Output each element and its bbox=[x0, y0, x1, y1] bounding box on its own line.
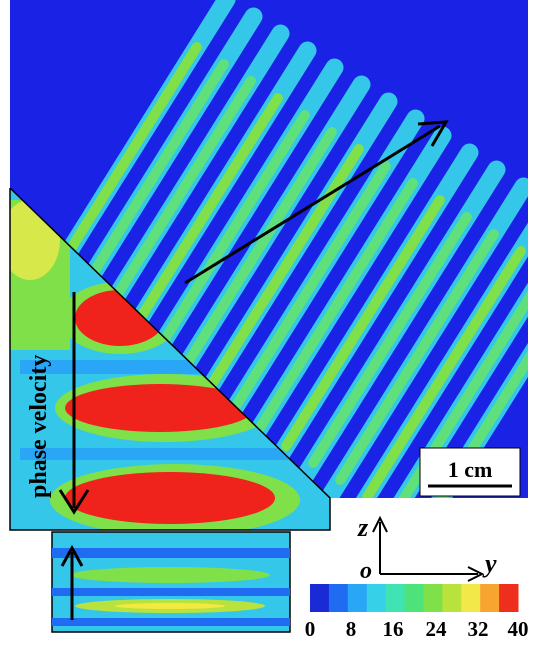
colorbar-tick-4: 32 bbox=[468, 617, 489, 641]
wave-stripe bbox=[193, 109, 425, 469]
wave-stripe bbox=[85, 41, 317, 401]
wave-stripe bbox=[112, 58, 344, 418]
wave-stripes bbox=[10, 0, 528, 498]
colorbar-segment bbox=[385, 584, 406, 612]
wave-stripe bbox=[166, 92, 398, 452]
wave-stripe bbox=[247, 143, 479, 498]
origin-label: o bbox=[360, 558, 372, 584]
colorbar-segment bbox=[310, 584, 330, 612]
waveguide-region bbox=[51, 531, 291, 633]
y-axis-label: y bbox=[482, 549, 497, 578]
propagation-arrow bbox=[184, 120, 449, 285]
scale-bar: 1 cm bbox=[419, 447, 521, 497]
colorbar-segment bbox=[480, 584, 500, 612]
colorbar-segment bbox=[366, 584, 387, 612]
input-arrow bbox=[60, 544, 84, 620]
phase-velocity-label: phase velocity bbox=[26, 355, 52, 498]
colorbar-segment bbox=[328, 584, 349, 612]
colorbar-segments bbox=[310, 584, 519, 612]
colorbar-segment bbox=[499, 584, 519, 612]
wave-stripe bbox=[301, 177, 528, 498]
colorbar-segment bbox=[442, 584, 462, 612]
transmitted-wave-region bbox=[10, 0, 528, 498]
colorbar: 0 8 16 24 32 40 bbox=[305, 584, 529, 641]
wave-stripe bbox=[328, 194, 528, 498]
colorbar-segment bbox=[347, 584, 368, 612]
coordinate-axes: z y o bbox=[357, 513, 497, 584]
colorbar-tick-1: 8 bbox=[346, 617, 357, 641]
colorbar-tick-2: 16 bbox=[383, 617, 404, 641]
scale-bar-label: 1 cm bbox=[448, 457, 493, 482]
prism-interface-line bbox=[9, 187, 331, 531]
wave-stripe bbox=[220, 126, 452, 486]
colorbar-tick-0: 0 bbox=[305, 617, 316, 641]
colorbar-segment bbox=[461, 584, 481, 612]
wave-stripe bbox=[139, 75, 371, 435]
colorbar-tick-3: 24 bbox=[426, 617, 448, 641]
phase-velocity-arrow bbox=[58, 292, 90, 515]
colorbar-segment bbox=[423, 584, 443, 612]
wave-stripe bbox=[274, 160, 506, 498]
colorbar-tick-5: 40 bbox=[508, 617, 529, 641]
z-axis-label: z bbox=[357, 513, 369, 542]
colorbar-segment bbox=[404, 584, 424, 612]
